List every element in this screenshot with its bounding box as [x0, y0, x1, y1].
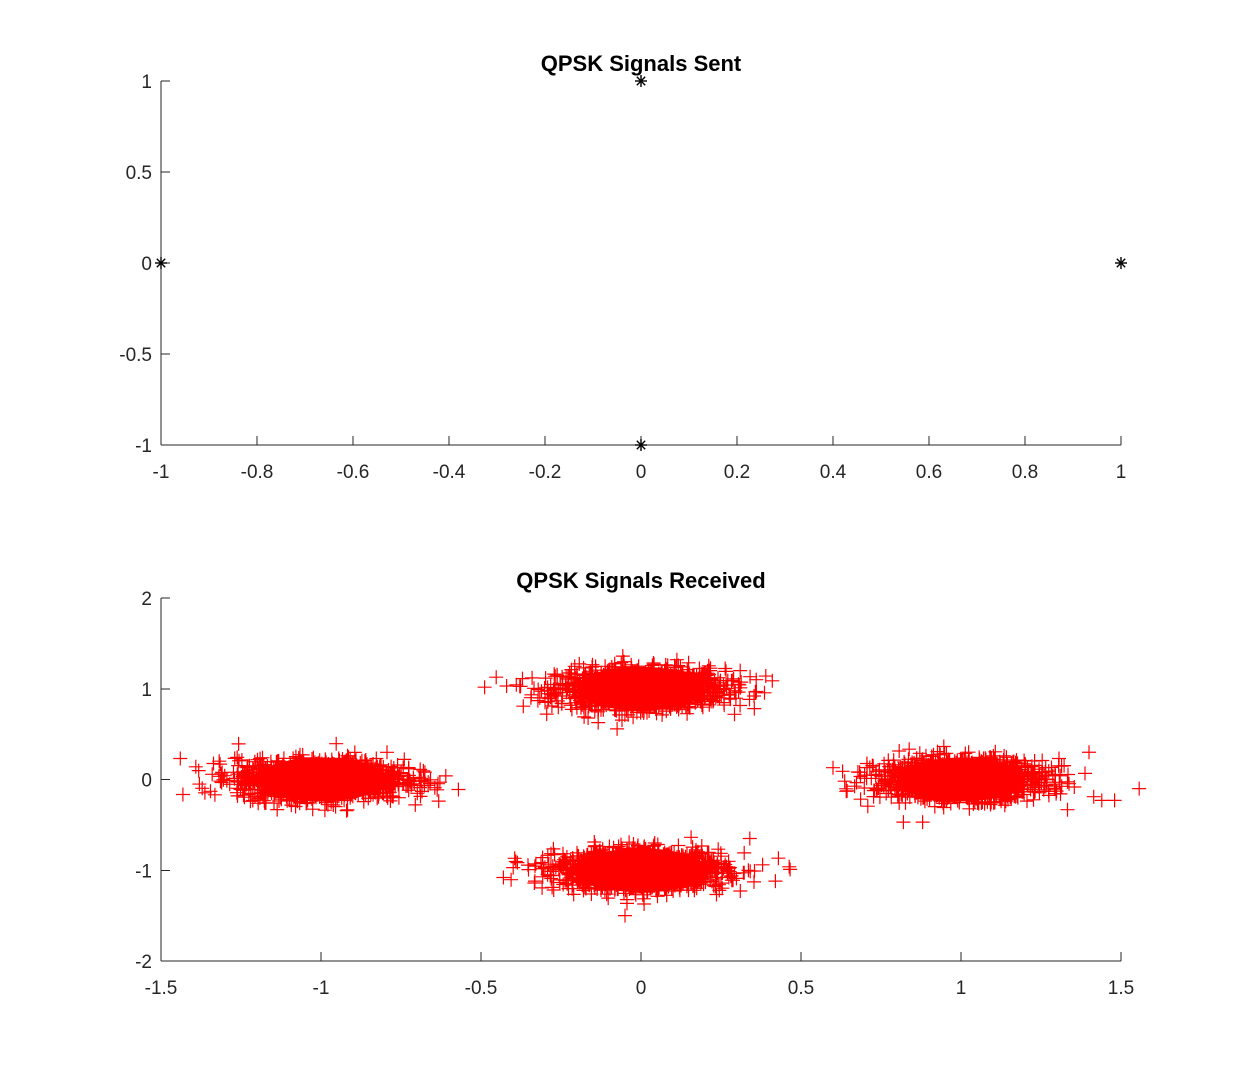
x-tick-label: 0	[636, 978, 647, 999]
x-tick-label: 1	[1116, 462, 1127, 483]
data-point	[896, 815, 911, 830]
data-point	[768, 874, 783, 889]
data-point	[635, 439, 647, 451]
data-point	[1107, 793, 1122, 808]
chart-title-sent: QPSK Signals Sent	[541, 51, 742, 76]
y-tick-label: 0	[141, 771, 152, 792]
x-tick-label: 1.5	[1108, 978, 1134, 999]
data-point	[499, 679, 514, 694]
y-tick-label: 2	[141, 589, 152, 610]
data-point	[749, 672, 764, 687]
point-cluster	[504, 830, 798, 911]
data-point	[1094, 793, 1109, 808]
x-tick-label: 1	[956, 978, 967, 999]
cluster-plus-markers	[173, 736, 466, 818]
x-tick-label: -1	[153, 462, 170, 483]
cluster-plus-markers	[837, 739, 1147, 817]
data-point	[915, 815, 930, 830]
plot-qpsk-signals-sent: QPSK Signals Sent -1 -0.8 -0.6 -0.4 -0.2 0 0.2…	[119, 51, 1127, 483]
data-points-received	[173, 649, 1147, 923]
x-tick-label: -0.8	[241, 462, 274, 483]
x-tick-label: 0.2	[724, 462, 750, 483]
x-tick-label: 0	[636, 462, 647, 483]
data-point	[635, 75, 647, 87]
data-point	[1082, 745, 1096, 760]
y-tick-label: 1	[141, 680, 152, 701]
x-tick-label: -1.5	[145, 978, 178, 999]
data-point	[1115, 257, 1127, 269]
cluster-plus-markers	[477, 649, 780, 736]
data-point	[742, 831, 757, 846]
data-point	[733, 663, 748, 678]
data-point	[826, 760, 840, 775]
data-point	[755, 857, 770, 872]
x-tick-label: 0.8	[1012, 462, 1038, 483]
cluster-plus-markers	[504, 830, 798, 911]
data-point	[835, 764, 850, 779]
data-points-sent	[155, 75, 1127, 451]
y-tick-label: 1	[141, 72, 152, 93]
y-tick-label: 0	[141, 254, 152, 275]
x-tick-label: -0.2	[529, 462, 562, 483]
x-tick-label: 0.6	[916, 462, 942, 483]
data-point	[538, 695, 552, 710]
y-tick-label: -2	[135, 952, 152, 973]
data-point	[717, 698, 732, 713]
point-cluster	[837, 739, 1147, 817]
chart-title-received: QPSK Signals Received	[516, 568, 765, 593]
data-point	[155, 257, 167, 269]
data-point	[618, 908, 632, 923]
x-tick-label: -1	[313, 978, 330, 999]
plot-qpsk-signals-received: QPSK Signals Received -1.5 -1 -0.5 0 0.5 1 1.5…	[135, 568, 1147, 999]
data-point	[192, 777, 207, 792]
x-tick-label: -0.4	[433, 462, 466, 483]
point-cluster	[477, 649, 780, 736]
y-tick-label: -1	[135, 861, 152, 882]
x-tick-label: -0.6	[337, 462, 370, 483]
point-cluster	[173, 736, 466, 818]
data-point	[438, 768, 453, 783]
y-tick-label: -1	[135, 436, 152, 457]
x-tick-label: 0.4	[820, 462, 847, 483]
data-point	[496, 870, 511, 885]
x-tick-label: -0.5	[465, 978, 498, 999]
y-tick-label: 0.5	[126, 163, 152, 184]
axis-ticks-sent: -1 -0.8 -0.6 -0.4 -0.2 0 0.2 0.4 0.6 0.8 1 -1 -0.5 0 0…	[119, 72, 1126, 483]
data-point	[758, 669, 773, 684]
y-tick-label: -0.5	[119, 345, 152, 366]
x-tick-label: 0.5	[788, 978, 814, 999]
axis-ticks-received: -1.5 -1 -0.5 0 0.5 1 1.5 -2 -1 0 1 2	[135, 589, 1134, 999]
